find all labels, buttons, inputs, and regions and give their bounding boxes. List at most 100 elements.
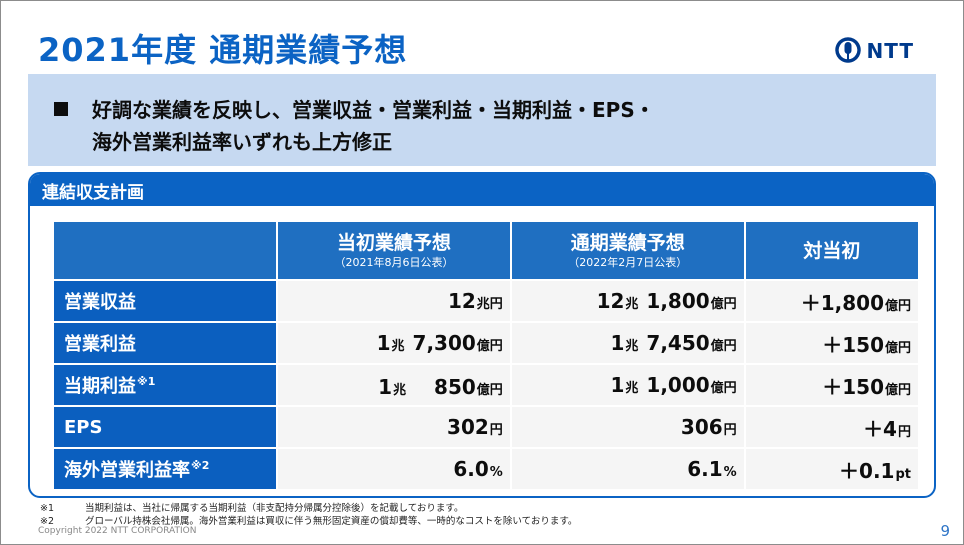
value-cell: 306円: [511, 407, 744, 447]
page-title: 2021年度 通期業績予想: [38, 31, 408, 69]
value-cell: 1兆 7,450億円: [511, 323, 744, 363]
footnote-reference: ※1: [137, 375, 156, 388]
value-number: ＋150: [822, 374, 884, 399]
panel-title: 連結収支計画: [30, 174, 934, 206]
row-label-text: 営業収益: [64, 292, 136, 313]
value-unit: 円: [723, 423, 737, 438]
value-number: 850: [407, 374, 476, 399]
row-label-text: 海外営業利益率: [64, 460, 190, 481]
value-unit: 億円: [476, 339, 503, 354]
header-corner-cell: [54, 222, 277, 279]
footnote-1: ※1 当期利益は、当社に帰属する当期利益（非支配持分帰属分控除後）を記載しておりま…: [40, 502, 577, 515]
value-number: 12: [596, 289, 625, 313]
value-unit: 億円: [710, 381, 737, 396]
row-label-text: 営業利益: [64, 334, 136, 355]
copyright: Copyright 2022 NTT CORPORATION: [38, 526, 197, 536]
value-unit: 億円: [884, 298, 911, 314]
value-unit: 億円: [710, 339, 737, 354]
summary-line-1: 好調な業績を反映し、営業収益・営業利益・当期利益・EPS・: [54, 94, 936, 126]
company-logo: NTT: [834, 36, 914, 66]
column-title: 通期業績予想: [570, 231, 685, 254]
column-title: 当初業績予想: [336, 231, 451, 254]
value-unit: 兆: [625, 339, 639, 354]
table-row: 営業収益 12兆円 12兆 1,800億円 ＋1,800億円: [54, 281, 918, 321]
value-cell: 12兆 1,800億円: [511, 281, 744, 321]
ntt-logo-icon: [834, 37, 861, 63]
value-number: 7,450: [639, 331, 710, 355]
value-cell: ＋4円: [745, 407, 918, 447]
value-unit: 兆: [625, 381, 639, 396]
column-header-vs-initial: 対当初: [745, 222, 918, 279]
column-header-initial: 当初業績予想 （2021年8月6日公表）: [278, 222, 510, 279]
footnotes: ※1 当期利益は、当社に帰属する当期利益（非支配持分帰属分控除後）を記載しておりま…: [40, 502, 577, 528]
summary-box: 好調な業績を反映し、営業収益・営業利益・当期利益・EPS・ 海外営業利益率いずれ…: [28, 74, 936, 166]
value-number: 1: [610, 373, 625, 397]
value-number: 6.0: [453, 457, 489, 481]
footnote-2: ※2 グローバル持株会社帰属。海外営業利益は買収に伴う無形固定資産の償却費等、一時…: [40, 515, 577, 528]
table-body: 営業収益 12兆円 12兆 1,800億円 ＋1,800億円 営業利益 1兆 7,300億…: [54, 281, 918, 489]
row-label: EPS: [54, 407, 277, 447]
value-unit: 兆円: [476, 297, 503, 312]
value-cell: 302円: [278, 407, 510, 447]
footnote-reference: ※2: [191, 459, 210, 472]
value-cell: ＋1,800億円: [745, 281, 918, 321]
value-cell: 6.0%: [278, 449, 510, 489]
value-unit: %: [489, 465, 503, 480]
value-unit: 億円: [476, 382, 503, 398]
value-unit: 億円: [884, 340, 911, 356]
value-number: 1: [376, 331, 391, 355]
value-number: 12: [447, 289, 476, 313]
value-unit: 億円: [884, 382, 911, 398]
table-row: 営業利益 1兆 7,300億円 1兆 7,450億円 ＋150億円: [54, 323, 918, 363]
value-cell: 1兆 850億円: [278, 365, 510, 405]
column-header-full-year: 通期業績予想 （2022年2月7日公表）: [511, 222, 744, 279]
value-cell: 12兆円: [278, 281, 510, 321]
row-label: 営業収益: [54, 281, 277, 321]
value-number: 302: [447, 415, 489, 439]
value-number: 306: [680, 415, 723, 439]
value-number: ＋1,800: [800, 290, 884, 315]
value-number: ＋150: [822, 332, 884, 357]
value-cell: 1兆 7,300億円: [278, 323, 510, 363]
column-subtitle: （2021年8月6日公表）: [334, 255, 454, 269]
value-unit: 円: [897, 424, 911, 440]
value-cell: 1兆 1,000億円: [511, 365, 744, 405]
value-unit: 兆: [391, 339, 405, 354]
row-label: 海外営業利益率※2: [54, 449, 277, 489]
row-label: 当期利益※1: [54, 365, 277, 405]
summary-text-1: 好調な業績を反映し、営業収益・営業利益・当期利益・EPS・: [92, 98, 655, 122]
value-number: 7,300: [405, 331, 476, 355]
value-cell: 6.1%: [511, 449, 744, 489]
row-label-text: 当期利益: [64, 376, 136, 397]
row-label: 営業利益: [54, 323, 277, 363]
value-cell: ＋150億円: [745, 323, 918, 363]
logo-text: NTT: [866, 39, 914, 63]
column-subtitle: （2022年2月7日公表）: [568, 255, 688, 269]
footnote-mark: ※2: [40, 516, 55, 527]
footnote-mark: ※1: [40, 503, 55, 514]
consolidated-plan-panel: 連結収支計画 当初業績予想 （2021年8月6日公表） 通期業績予想 （2022…: [28, 172, 936, 498]
table-header-row: 当初業績予想 （2021年8月6日公表） 通期業績予想 （2022年2月7日公表…: [54, 222, 918, 279]
value-unit: 億円: [710, 297, 737, 312]
page-number: 9: [940, 522, 950, 540]
square-bullet-icon: [54, 102, 68, 116]
value-number: 1: [610, 331, 625, 355]
column-title: 対当初: [803, 239, 861, 262]
value-number: 1,000: [639, 373, 710, 397]
footnote-text: グローバル持株会社帰属。海外営業利益は買収に伴う無形固定資産の償却費等、一時的な…: [85, 516, 578, 527]
value-cell: ＋0.1pt: [745, 449, 918, 489]
value-unit: 兆: [393, 382, 407, 398]
footnote-text: 当期利益は、当社に帰属する当期利益（非支配持分帰属分控除後）を記載しております。: [85, 503, 464, 514]
row-label-text: EPS: [64, 416, 103, 438]
value-number: ＋0.1: [839, 458, 895, 483]
value-number: 6.1: [687, 457, 723, 481]
value-number: 1: [378, 374, 393, 399]
table-row: EPS 302円 306円 ＋4円: [54, 407, 918, 447]
table-row: 当期利益※1 1兆 850億円 1兆 1,000億円 ＋150億円: [54, 365, 918, 405]
value-number: 1,800: [639, 289, 710, 313]
table-row: 海外営業利益率※2 6.0% 6.1% ＋0.1pt: [54, 449, 918, 489]
value-unit: pt: [895, 466, 911, 482]
value-unit: %: [723, 465, 737, 480]
value-unit: 兆: [625, 297, 639, 312]
value-cell: ＋150億円: [745, 365, 918, 405]
